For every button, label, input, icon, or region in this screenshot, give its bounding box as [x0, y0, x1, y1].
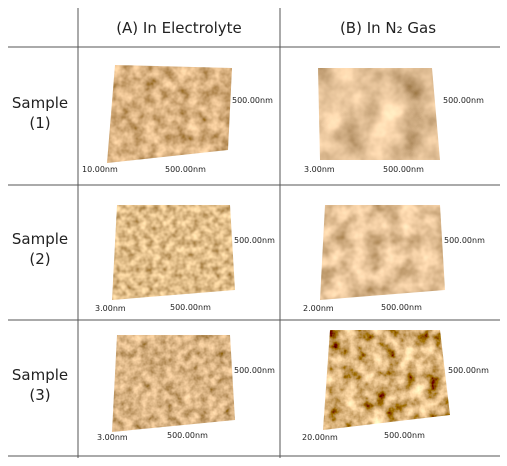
column-header: (B) In N₂ Gas: [340, 19, 436, 37]
row-label: Sample: [12, 230, 68, 248]
column-header: (A) In Electrolyte: [116, 19, 242, 37]
axis-label: 500.00nm: [384, 431, 425, 440]
axis-label: 10.00nm: [82, 165, 118, 174]
afm-image: [107, 65, 232, 163]
afm-image: [318, 68, 440, 160]
axis-label: 3.00nm: [304, 165, 335, 174]
axis-label: 500.00nm: [234, 236, 275, 245]
row-label: Sample: [12, 94, 68, 112]
axis-label: 500.00nm: [170, 303, 211, 312]
axis-label: 2.00nm: [303, 304, 334, 313]
axis-label: 500.00nm: [232, 96, 273, 105]
axis-label: 3.00nm: [97, 433, 128, 442]
axis-label: 500.00nm: [167, 431, 208, 440]
afm-image: [112, 205, 235, 300]
axis-label: 500.00nm: [383, 165, 424, 174]
row-label: (1): [29, 114, 50, 132]
axis-label: 500.00nm: [165, 165, 206, 174]
axis-label: 500.00nm: [448, 366, 489, 375]
row-label: (2): [29, 250, 50, 268]
afm-image: [320, 205, 445, 300]
afm-image: [323, 330, 450, 430]
axis-label: 500.00nm: [381, 303, 422, 312]
row-label: Sample: [12, 366, 68, 384]
axis-label: 20.00nm: [302, 433, 338, 442]
afm-image: [112, 335, 235, 432]
axis-label: 500.00nm: [444, 236, 485, 245]
content: (A) In Electrolyte (B) In N₂ Gas Sample (1)…: [12, 19, 489, 442]
axis-label: 500.00nm: [443, 96, 484, 105]
axis-label: 500.00nm: [234, 366, 275, 375]
axis-label: 3.00nm: [95, 304, 126, 313]
row-label: (3): [29, 386, 50, 404]
